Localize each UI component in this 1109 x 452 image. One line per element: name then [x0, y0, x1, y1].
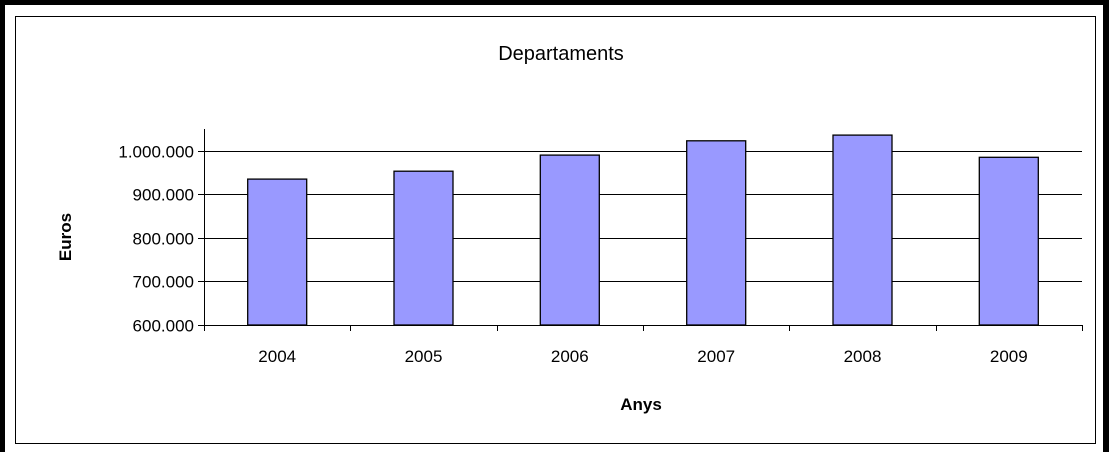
x-tick-label: 2005 [405, 347, 443, 366]
tick-labels: 600.000 700.000 800.000 900.000 1.000.000 200… [118, 143, 1027, 367]
bar-2005 [393, 170, 454, 326]
x-tick-label: 2009 [990, 347, 1028, 366]
y-tick-label: 800.000 [133, 230, 194, 249]
y-axis-title: Euros [56, 213, 75, 261]
axes [198, 129, 1083, 331]
bar-2006 [539, 154, 600, 326]
x-tick-label: 2006 [551, 347, 589, 366]
x-axis-title: Anys [620, 395, 662, 414]
y-tick-label: 700.000 [133, 273, 194, 292]
bar-2004 [247, 178, 308, 326]
bars [247, 134, 1039, 326]
x-tick-label: 2004 [258, 347, 296, 366]
gridlines [204, 151, 1082, 282]
chart-title: Departaments [498, 43, 624, 65]
bar-2009 [978, 156, 1039, 326]
x-tick-label: 2007 [697, 347, 735, 366]
y-tick-label: 900.000 [133, 186, 194, 205]
y-tick-label: 1.000.000 [118, 143, 194, 162]
bar-2007 [686, 140, 747, 326]
y-tick-label: 600.000 [133, 317, 194, 336]
x-tick-label: 2008 [844, 347, 882, 366]
bar-2008 [832, 134, 893, 326]
